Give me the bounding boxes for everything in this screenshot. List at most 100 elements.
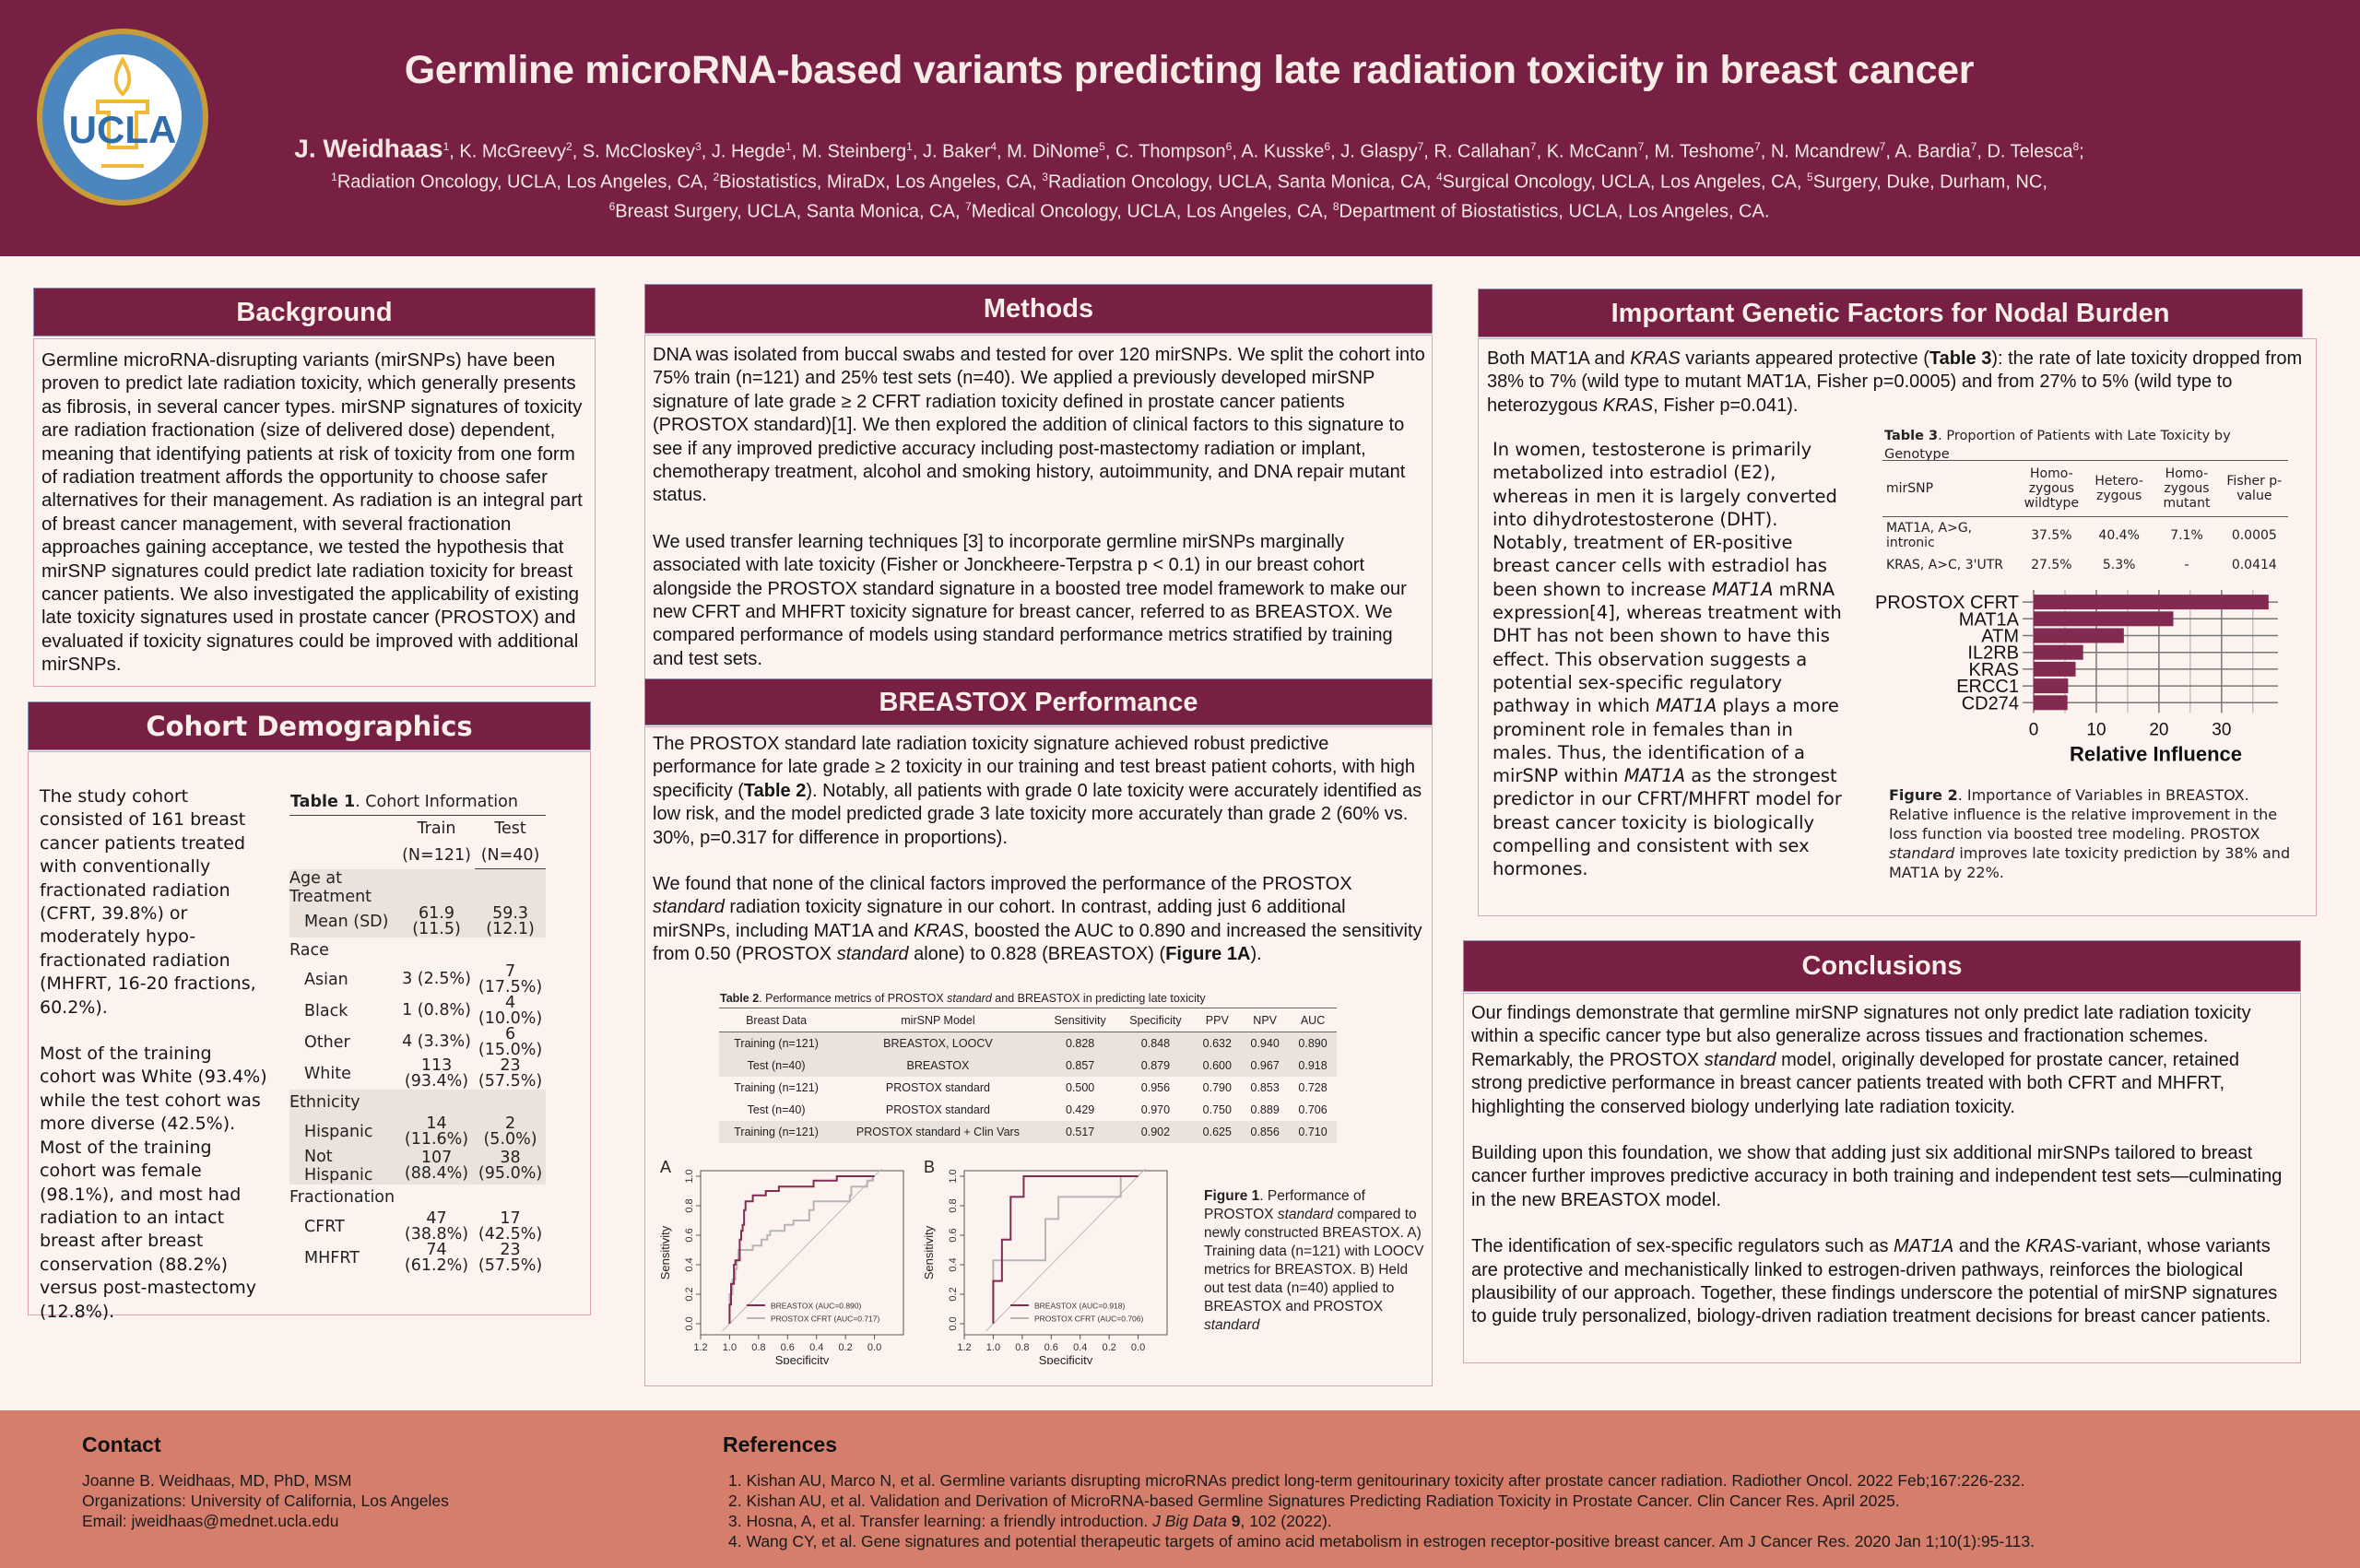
author-name: K. McCann [1546, 141, 1638, 162]
svg-text:0.4: 0.4 [1073, 1342, 1087, 1353]
svg-text:1.2: 1.2 [957, 1342, 971, 1353]
svg-text:PROSTOX CFRT (AUC=0.706): PROSTOX CFRT (AUC=0.706) [1034, 1315, 1143, 1324]
author-name: A. Bardia [1894, 141, 1971, 162]
svg-text:0: 0 [2029, 720, 2039, 739]
table2-row: Training (n=121) BREASTOX, LOOCV 0.828 0.84… [719, 1032, 1337, 1055]
svg-text:Specificity: Specificity [775, 1353, 830, 1364]
performance-heading: BREASTOX Performance [644, 678, 1433, 725]
methods-panel [644, 335, 1433, 681]
svg-text:1.0: 1.0 [684, 1169, 695, 1183]
table2-caption: Table 2. Performance metrics of PROSTOX … [720, 992, 1206, 1005]
author-line: J. Weidhaas1, K. McGreevy2, S. McCloskey… [294, 134, 2084, 163]
table2-performance: Breast Data mirSNP Model Sensitivity Specif… [719, 1008, 1337, 1143]
table2-row: Test (n=40) BREASTOX 0.857 0.879 0.600 0.967 0… [719, 1054, 1337, 1077]
table1-row: Black 1 (0.8%) 4 (10.0%) [304, 993, 543, 1028]
affiliation: Surgical Oncology, UCLA, Los Angeles, CA [1442, 171, 1797, 193]
svg-text:Sensitivity: Sensitivity [922, 1225, 936, 1279]
svg-text:KRAS: KRAS [1969, 660, 2019, 680]
affiliation: Biostatistics, MiraDx, Los Angeles, CA [719, 171, 1032, 193]
svg-text:BREASTOX (AUC=0.890): BREASTOX (AUC=0.890) [771, 1302, 862, 1311]
background-text: Germline microRNA-disrupting variants (m… [41, 349, 583, 676]
reference-item: 2. Kishan AU, et al. Validation and Deri… [728, 1491, 1900, 1510]
svg-text:A: A [660, 1158, 671, 1176]
table2-row: Training (n=121) PROSTOX standard + Clin … [719, 1120, 1337, 1143]
genetic-side-text: In women, testosterone is primarily meta… [1493, 439, 1842, 880]
table1-col-test-n: (N=40) [474, 842, 547, 869]
table1-row: Mean (SD) 61.9 (11.5) 59.3 (12.1) [289, 905, 547, 937]
svg-text:0.6: 0.6 [1044, 1342, 1058, 1353]
svg-text:B: B [924, 1158, 935, 1176]
table1-row: MHFRT 74 (61.2%) 23 (57.5%) [304, 1240, 543, 1275]
contact-organization: Organizations: University of California,… [82, 1491, 449, 1510]
svg-text:0.0: 0.0 [948, 1316, 959, 1330]
poster-title: Germline microRNA-based variants predict… [404, 48, 1975, 92]
genetic-intro: Both MAT1A and KRAS variants appeared pr… [1487, 348, 2303, 416]
svg-text:0.6: 0.6 [684, 1228, 695, 1242]
conclusions-para-1: Our findings demonstrate that germline m… [1471, 1003, 2251, 1117]
table2-col-header: PPV [1193, 1008, 1242, 1032]
author-name: K. McGreevy [459, 141, 566, 162]
lead-author: J. Weidhaas [294, 134, 443, 163]
table3-col-header: Fisher p-value [2226, 474, 2283, 503]
svg-text:0.6: 0.6 [781, 1342, 795, 1353]
affiliation: Surgery, Duke, Durham, NC [1812, 171, 2043, 193]
table3-row: MAT1A, A>G, intronic 37.5% 40.4% 7.1% 0.0005 [1886, 521, 2277, 550]
table1-row: Race [289, 941, 329, 960]
contact-email[interactable]: Email: jweidhaas@mednet.ucla.edu [82, 1512, 339, 1530]
svg-text:0.0: 0.0 [867, 1342, 881, 1353]
figure2-relative-influence-chart: 0 10 20 30 PROSTOX CFRTMAT1AATMIL2RBKRASERCC… [1875, 590, 2278, 765]
figure1b-roc-chart: B 1.2 1.0 0.8 0.6 0.4 0.2 0.0 0.0 0.2 0.4 0.6 0.8 1.0… [922, 1158, 1168, 1364]
author-name: J. Baker [922, 141, 991, 162]
cohort-heading: Cohort Demographics [28, 701, 591, 750]
affiliation: Department of Biostatistics, UCLA, Los A… [1339, 201, 1770, 222]
table2-row: Training (n=121) PROSTOX standard 0.500 0.9… [734, 1080, 1328, 1094]
svg-text:Relative Influence: Relative Influence [2070, 742, 2242, 765]
table2-col-header: Breast Data [719, 1008, 834, 1032]
table2-col-header: Sensitivity [1042, 1008, 1118, 1032]
author-name: M. Steinberg [801, 141, 907, 162]
affiliation-lines: 1Radiation Oncology, UCLA, Los Angeles, … [331, 170, 2047, 222]
author-name: R. Callahan [1434, 141, 1530, 162]
author-name: D. Telesca [1987, 141, 2073, 162]
svg-text:Sensitivity: Sensitivity [658, 1225, 672, 1279]
affiliation: Breast Surgery, UCLA, Santa Monica, CA [615, 201, 955, 222]
performance-para-2: We found that none of the clinical facto… [653, 874, 1422, 965]
author-name: A. Kusske [1241, 141, 1325, 162]
references-heading: References [723, 1432, 838, 1456]
author-name: C. Thompson [1115, 141, 1226, 162]
table1-row: Not Hispanic 107 (88.4%) 38 (95.0%) [289, 1147, 547, 1185]
table1-row: Other 4 (3.3%) 6 (15.0%) [304, 1024, 543, 1059]
table3-genotype: mirSNP Homo-zygous wildtype Hetero-zygous H… [1882, 460, 2288, 576]
table1-row: Ethnicity [289, 1089, 547, 1116]
table1-row: Age at Treatment [289, 868, 547, 906]
table1-caption: Table 1. Cohort Information [290, 793, 518, 811]
table3-col-header: Homo-zygous wildtype [2024, 466, 2080, 511]
table1-row: Hispanic 14 (11.6%) 2 (5.0%) [289, 1115, 547, 1148]
contact-name: Joanne B. Weidhaas, MD, PhD, MSM [82, 1471, 352, 1490]
svg-text:0.2: 0.2 [1102, 1342, 1115, 1353]
author-list: J. Weidhaas1, K. McGreevy2, S. McCloskey… [212, 135, 2166, 225]
table3-col-header: Homo-zygous mutant [2163, 466, 2211, 511]
conclusions-panel [1463, 993, 2301, 1363]
table3-caption: Table 3. Proportion of Patients with Lat… [1884, 429, 2231, 462]
author-name: J. Hegde [711, 141, 785, 162]
performance-text: The PROSTOX standard late radiation toxi… [653, 733, 1427, 967]
methods-para-2: We used transfer learning techniques [3]… [653, 531, 1407, 669]
svg-text:1.0: 1.0 [723, 1342, 737, 1353]
svg-text:0.0: 0.0 [684, 1316, 695, 1330]
table1-row: White 113 (93.4%) 23 (57.5%) [304, 1055, 543, 1091]
svg-text:BREASTOX (AUC=0.918): BREASTOX (AUC=0.918) [1034, 1302, 1126, 1311]
table2-col-header: NPV [1241, 1008, 1290, 1032]
contact-heading: Contact [82, 1432, 161, 1456]
svg-text:0.8: 0.8 [751, 1342, 765, 1353]
svg-text:10: 10 [2086, 720, 2106, 739]
poster-footer: Contact Joanne B. Weidhaas, MD, PhD, MSM… [0, 1410, 2360, 1568]
author-name: J. Glaspy [1340, 141, 1418, 162]
svg-text:1.0: 1.0 [986, 1342, 1000, 1353]
conclusions-text: Our findings demonstrate that germline m… [1471, 1002, 2292, 1329]
table2-col-header: mirSNP Model [833, 1008, 1043, 1032]
figure1-caption: Figure 1. Performance of PROSTOX standar… [1204, 1188, 1424, 1333]
svg-text:CD274: CD274 [1962, 693, 2019, 713]
svg-text:0.8: 0.8 [684, 1198, 695, 1212]
svg-text:IL2RB: IL2RB [1967, 643, 2019, 664]
